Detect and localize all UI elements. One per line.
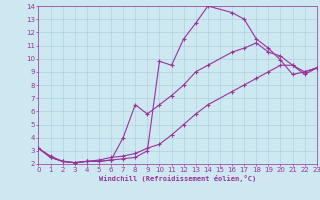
X-axis label: Windchill (Refroidissement éolien,°C): Windchill (Refroidissement éolien,°C) xyxy=(99,175,256,182)
